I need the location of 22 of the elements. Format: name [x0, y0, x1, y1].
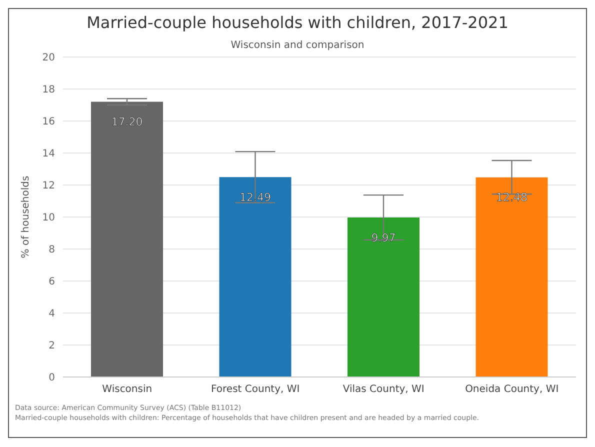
y-tick-label: 18 [42, 84, 55, 96]
y-tick-label: 0 [48, 372, 55, 384]
y-axis-title: % of households [20, 176, 32, 258]
y-tick-label: 6 [48, 276, 55, 288]
y-tick-label: 16 [42, 116, 55, 128]
y-tick-label: 4 [48, 308, 55, 320]
chart-subtitle: Wisconsin and comparison [230, 40, 366, 51]
x-tick-label: Wisconsin [102, 384, 152, 396]
data-label: 9.97 [371, 231, 396, 244]
y-tick-label: 8 [48, 244, 55, 256]
y-tick-label: 12 [42, 180, 55, 192]
x-tick-label: Vilas County, WI [342, 384, 424, 396]
y-tick-label: 14 [42, 148, 55, 160]
x-tick-label: Forest County, WI [211, 384, 300, 396]
y-tick-label: 10 [42, 212, 55, 224]
y-tick-label: 2 [48, 340, 55, 352]
data-label: 12.48 [496, 191, 528, 204]
chart-title: Married-couple households with children, 2017-2021 [86, 12, 510, 32]
x-tick-label: Oneida County, WI [465, 384, 559, 396]
y-tick-label: 20 [42, 52, 55, 64]
data-label: 17.20 [111, 116, 143, 129]
data-label: 12.49 [240, 190, 271, 204]
